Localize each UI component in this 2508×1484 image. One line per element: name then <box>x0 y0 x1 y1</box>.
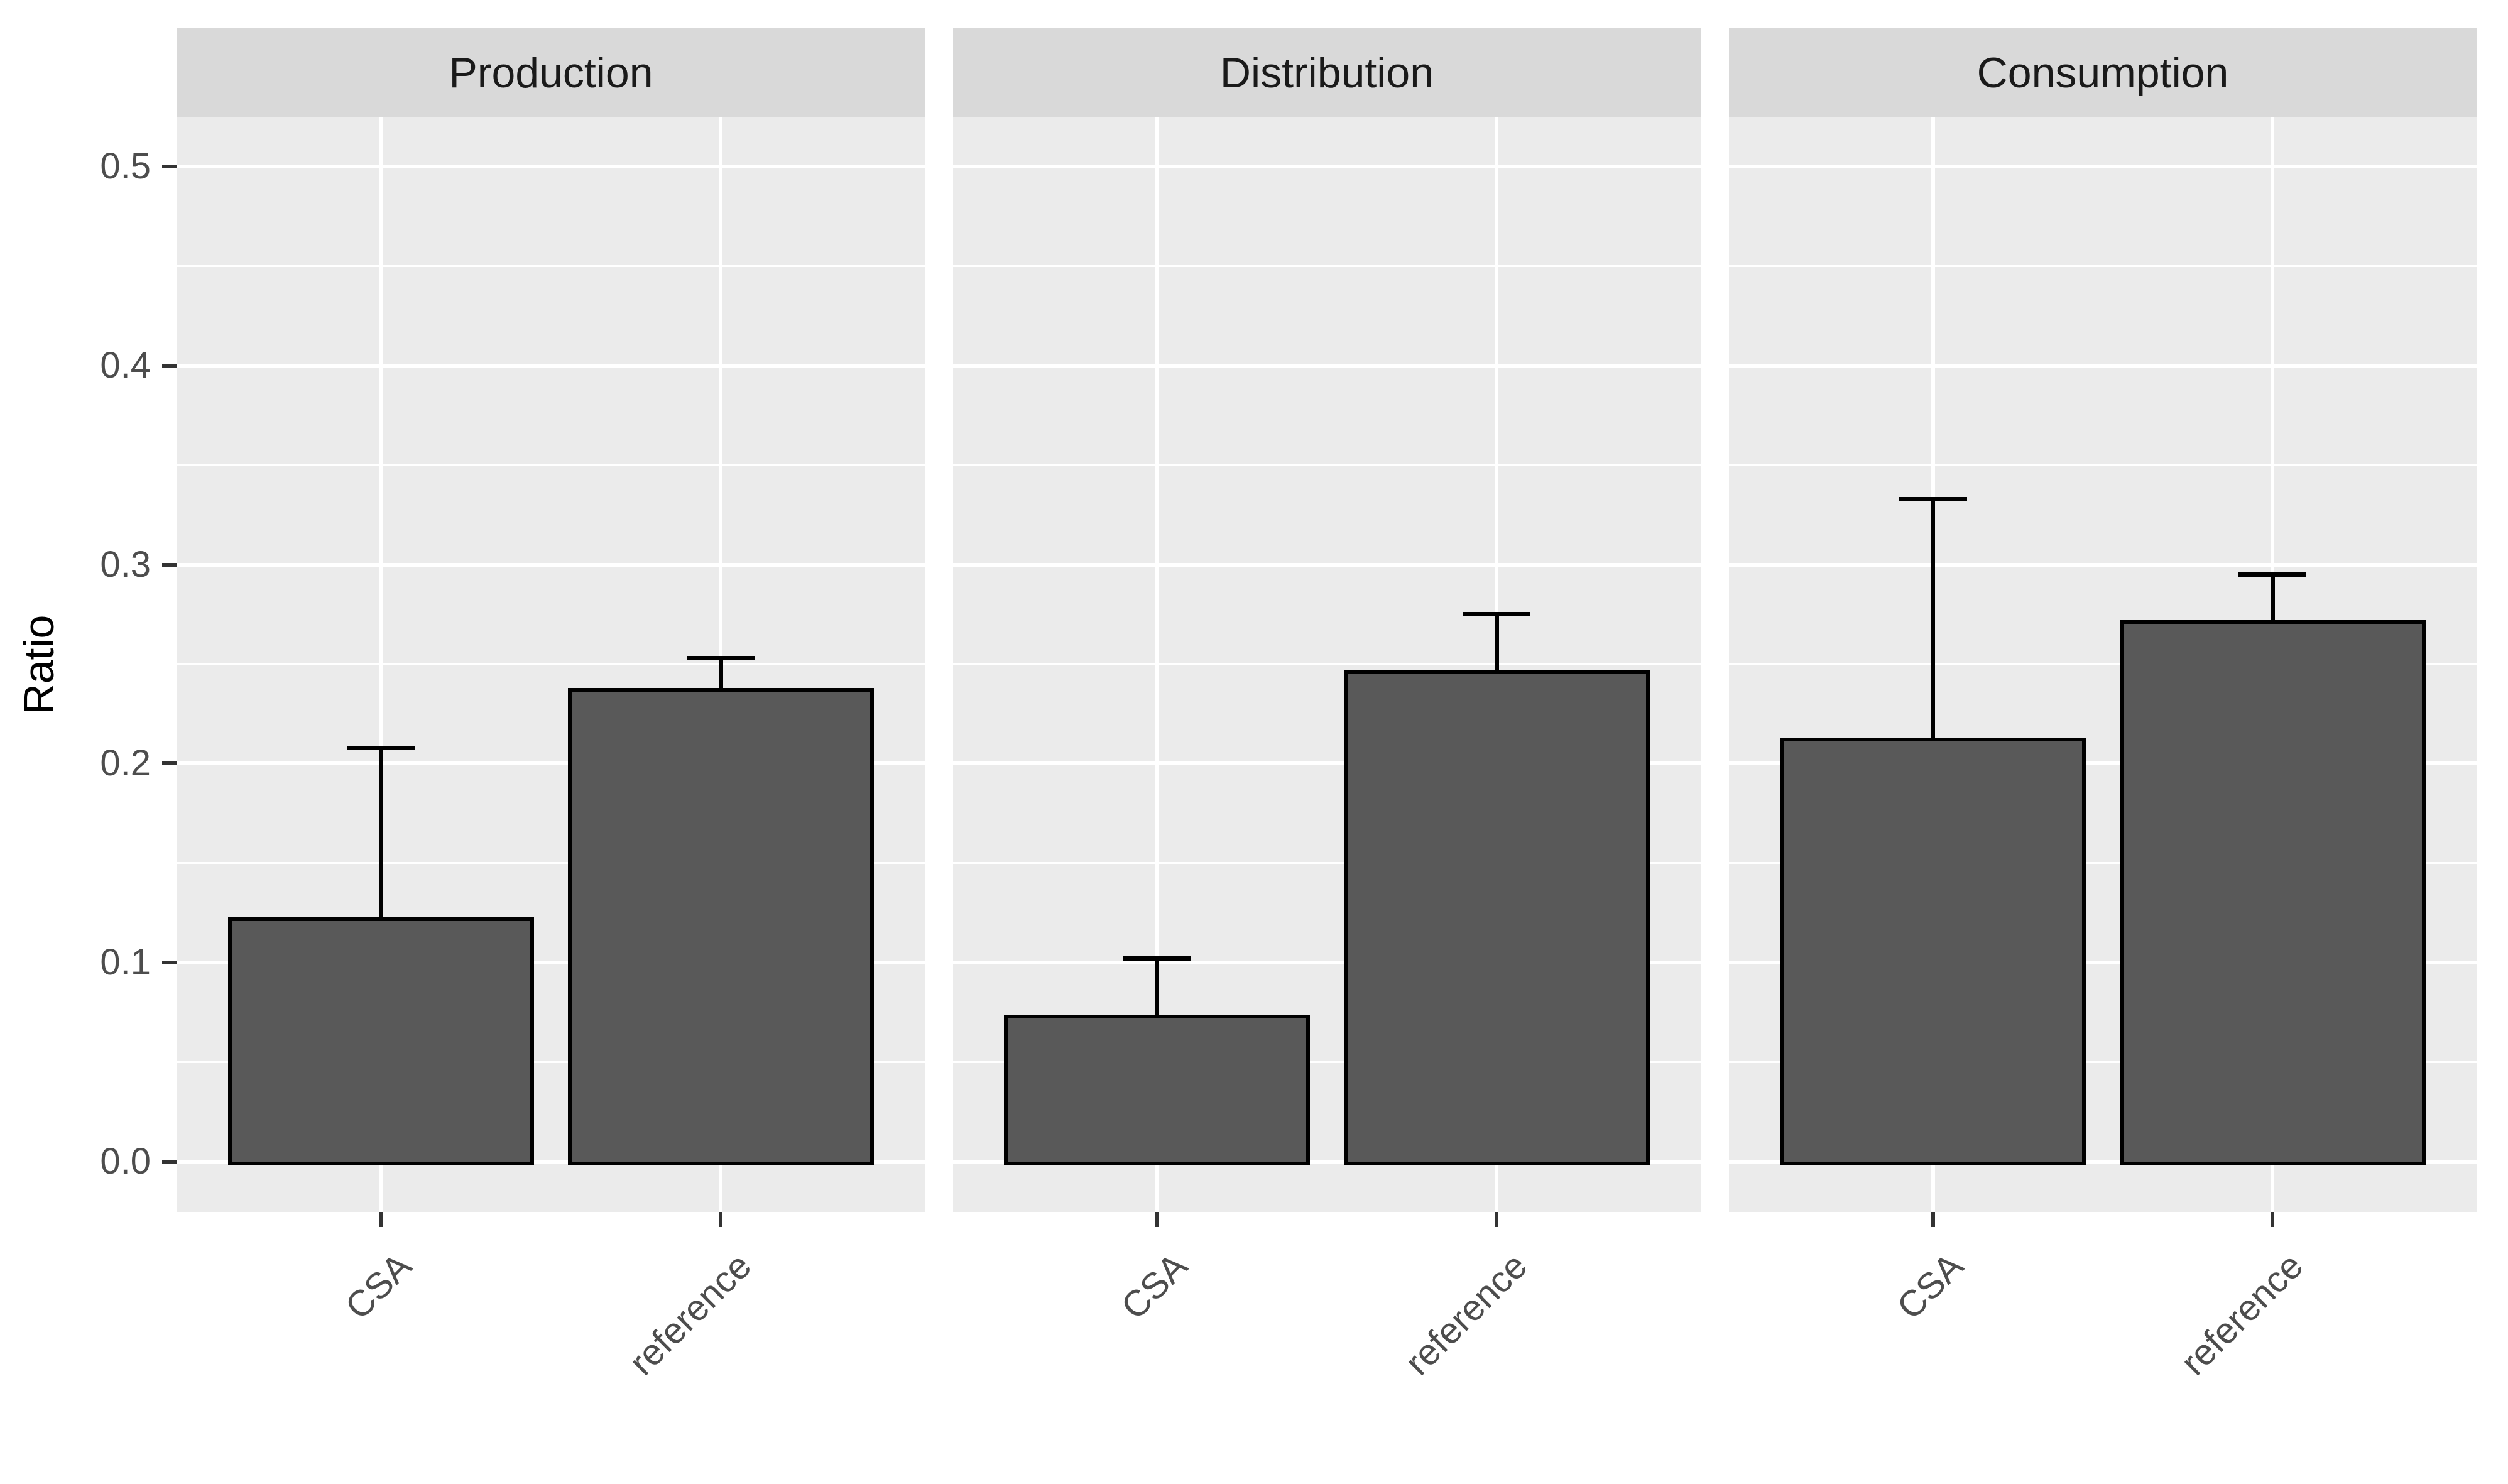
major-gridline <box>1729 761 2477 766</box>
minor-gridline <box>1729 464 2477 466</box>
minor-gridline <box>953 265 1701 267</box>
error-bar-cap <box>2238 572 2307 577</box>
error-bar-cap <box>1899 496 1967 501</box>
error-bar-cap <box>1463 612 1531 617</box>
y-tick-label: 0.4 <box>100 344 151 386</box>
x-tick-label: CSA <box>1113 1245 1196 1328</box>
facet-strip-label: Distribution <box>1219 48 1434 97</box>
minor-gridline <box>953 1061 1701 1064</box>
major-gridline <box>177 961 925 965</box>
x-tick-mark <box>1155 1212 1159 1227</box>
error-bar-cap <box>347 745 415 750</box>
bar-csa <box>1004 1014 1310 1165</box>
major-gridline <box>953 961 1701 965</box>
minor-gridline <box>1729 663 2477 665</box>
y-tick-mark <box>162 1160 177 1164</box>
y-tick-mark <box>162 961 177 965</box>
major-gridline <box>177 165 925 168</box>
x-tick-label: reference <box>2173 1245 2311 1383</box>
error-bar-cap <box>687 655 755 660</box>
minor-gridline <box>177 464 925 466</box>
major-gridline <box>953 363 1701 368</box>
y-tick-label: 0.0 <box>100 1141 151 1182</box>
major-gridline <box>177 761 925 766</box>
x-major-gridline <box>1155 117 1159 1212</box>
x-tick-mark <box>1495 1212 1499 1227</box>
minor-gridline <box>953 663 1701 665</box>
y-tick-label: 0.1 <box>100 942 151 983</box>
y-tick-mark <box>162 562 177 567</box>
minor-gridline <box>1729 265 2477 267</box>
x-tick-label: reference <box>621 1245 760 1383</box>
major-gridline <box>1729 1160 2477 1164</box>
facet-panel-production <box>177 117 925 1212</box>
x-tick-mark <box>2271 1212 2275 1227</box>
bar-reference <box>1344 670 1650 1165</box>
x-tick-label: CSA <box>337 1245 420 1328</box>
x-tick-mark <box>379 1212 383 1227</box>
major-gridline <box>1729 961 2477 965</box>
x-tick-label: reference <box>1397 1245 1535 1383</box>
facet-strip-distribution: Distribution <box>953 28 1701 117</box>
bar-reference <box>2120 620 2426 1165</box>
y-tick-label: 0.5 <box>100 146 151 187</box>
bar-reference <box>568 688 874 1165</box>
x-tick-mark <box>1931 1212 1935 1227</box>
major-gridline <box>177 562 925 567</box>
major-gridline <box>953 165 1701 168</box>
major-gridline <box>177 1160 925 1164</box>
y-tick-mark <box>162 165 177 168</box>
facet-strip-label: Consumption <box>1976 48 2229 97</box>
major-gridline <box>953 1160 1701 1164</box>
minor-gridline <box>1729 1061 2477 1064</box>
minor-gridline <box>177 862 925 865</box>
x-tick-label: CSA <box>1889 1245 1971 1328</box>
error-bar-line <box>2270 574 2275 624</box>
major-gridline <box>1729 363 2477 368</box>
x-major-gridline <box>379 117 383 1212</box>
bar-csa <box>228 917 534 1165</box>
facet-strip-production: Production <box>177 28 925 117</box>
bar-csa <box>1780 738 2086 1165</box>
minor-gridline <box>953 464 1701 466</box>
error-bar-line <box>1494 614 1499 674</box>
y-tick-label: 0.3 <box>100 543 151 585</box>
y-tick-mark <box>162 363 177 368</box>
major-gridline <box>1729 562 2477 567</box>
major-gridline <box>177 363 925 368</box>
minor-gridline <box>177 1061 925 1064</box>
error-bar-line <box>379 748 383 920</box>
error-bar-line <box>1931 499 1935 741</box>
facet-strip-consumption: Consumption <box>1729 28 2477 117</box>
error-bar-line <box>718 658 723 692</box>
major-gridline <box>953 761 1701 766</box>
y-tick-mark <box>162 761 177 766</box>
minor-gridline <box>177 265 925 267</box>
major-gridline <box>953 562 1701 567</box>
error-bar-cap <box>1123 956 1191 961</box>
minor-gridline <box>1729 862 2477 865</box>
facet-strip-label: Production <box>449 48 653 97</box>
major-gridline <box>1729 165 2477 168</box>
minor-gridline <box>953 862 1701 865</box>
minor-gridline <box>177 663 925 665</box>
y-tick-label: 0.2 <box>100 743 151 784</box>
facet-panel-distribution <box>953 117 1701 1212</box>
error-bar-line <box>1155 958 1159 1018</box>
facet-panel-consumption <box>1729 117 2477 1212</box>
x-tick-mark <box>719 1212 723 1227</box>
